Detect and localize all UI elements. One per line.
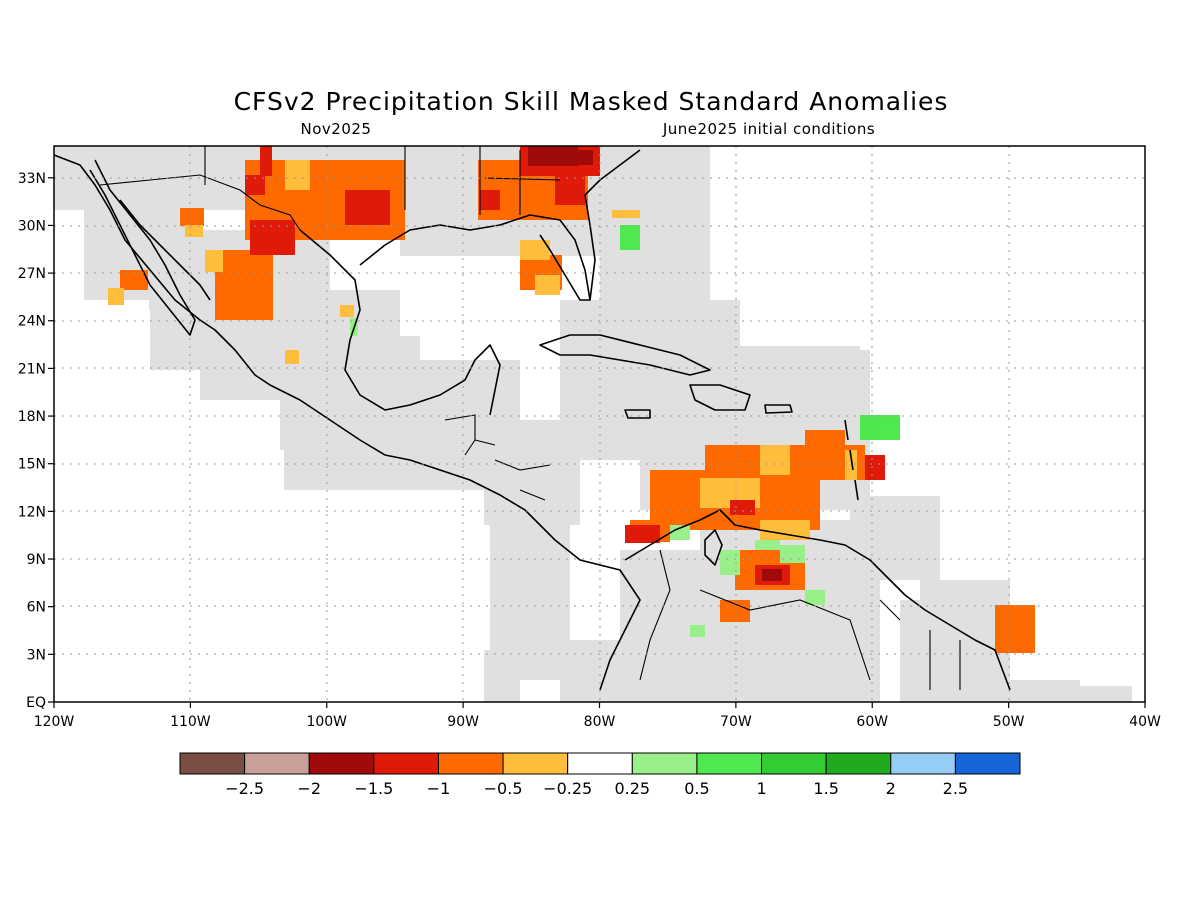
x-tick-label: 120W: [34, 714, 75, 730]
legend-swatch: [502, 752, 569, 775]
color-legend: −2.5 −2 −1.5 −1 −0.5 −0.25 0.25 0.5 1 1.5 2 2.5: [179, 752, 1021, 798]
y-tick-label: 12N: [18, 504, 46, 520]
initial-conditions: June2025 initial conditions: [662, 120, 875, 138]
y-tick-label: 3N: [27, 647, 46, 663]
y-axis: EQ 3N 6N 9N 12N 15N 18N 21N 24N 27N 30N 33N: [18, 171, 54, 711]
y-tick-label: 30N: [18, 218, 46, 234]
map-area: [54, 146, 1145, 702]
x-tick-label: 60W: [856, 714, 888, 730]
legend-swatch: [761, 752, 827, 775]
y-tick-label: 24N: [18, 314, 46, 330]
x-tick-label: 50W: [993, 714, 1025, 730]
y-tick-label: 6N: [27, 600, 46, 616]
x-tick-label: 110W: [170, 714, 211, 730]
legend-swatch: [825, 752, 892, 775]
near-normal-patches: [54, 146, 1145, 702]
legend-tick-label: −2.5: [225, 779, 264, 798]
legend-swatch: [696, 752, 763, 775]
legend-tick-label: −0.25: [543, 779, 592, 798]
anomaly-dark-red: [528, 146, 782, 581]
y-tick-label: 21N: [18, 361, 46, 377]
legend-tick-label: 1: [756, 779, 766, 798]
coastlines: [54, 149, 1011, 691]
y-tick-label: 9N: [27, 552, 46, 568]
chart-title: CFSv2 Precipitation Skill Masked Standar…: [234, 87, 949, 116]
y-tick-label: 15N: [18, 457, 46, 473]
legend-swatch: [437, 752, 504, 775]
legend-swatch: [179, 752, 246, 775]
y-tick-label: 18N: [18, 409, 46, 425]
x-tick-label: 80W: [584, 714, 616, 730]
legend-tick-label: −1: [427, 779, 451, 798]
anomaly-green: [620, 225, 900, 440]
y-tick-label: 33N: [18, 171, 46, 187]
x-tick-label: 90W: [447, 714, 479, 730]
legend-swatch: [631, 752, 698, 775]
anomaly-light-orange: [108, 160, 857, 540]
legend-swatch: [373, 752, 439, 775]
x-tick-label: 100W: [306, 714, 347, 730]
y-tick-label: EQ: [26, 695, 46, 711]
legend-tick-label: 2: [886, 779, 896, 798]
x-tick-label: 70W: [720, 714, 752, 730]
legend-tick-label: 1.5: [813, 779, 838, 798]
graticule: [54, 146, 1145, 702]
valid-month: Nov2025: [301, 120, 372, 138]
legend-tick-label: −0.5: [484, 779, 523, 798]
y-tick-label: 27N: [18, 266, 46, 282]
legend-swatch: [244, 752, 310, 775]
legend-swatch: [567, 752, 633, 775]
x-tick-label: 40W: [1129, 714, 1161, 730]
borders: [99, 146, 961, 690]
legend-swatch: [954, 752, 1021, 775]
legend-tick-label: 2.5: [943, 779, 968, 798]
legend-tick-label: −1.5: [354, 779, 393, 798]
legend-tick-label: −2: [297, 779, 321, 798]
x-axis: 120W 110W 100W 90W 80W 70W 60W 50W 40W: [34, 702, 1161, 730]
legend-tick-label: 0.5: [684, 779, 709, 798]
legend-tick-label: 0.25: [614, 779, 650, 798]
legend-swatch: [890, 752, 956, 775]
legend-swatch: [308, 752, 375, 775]
